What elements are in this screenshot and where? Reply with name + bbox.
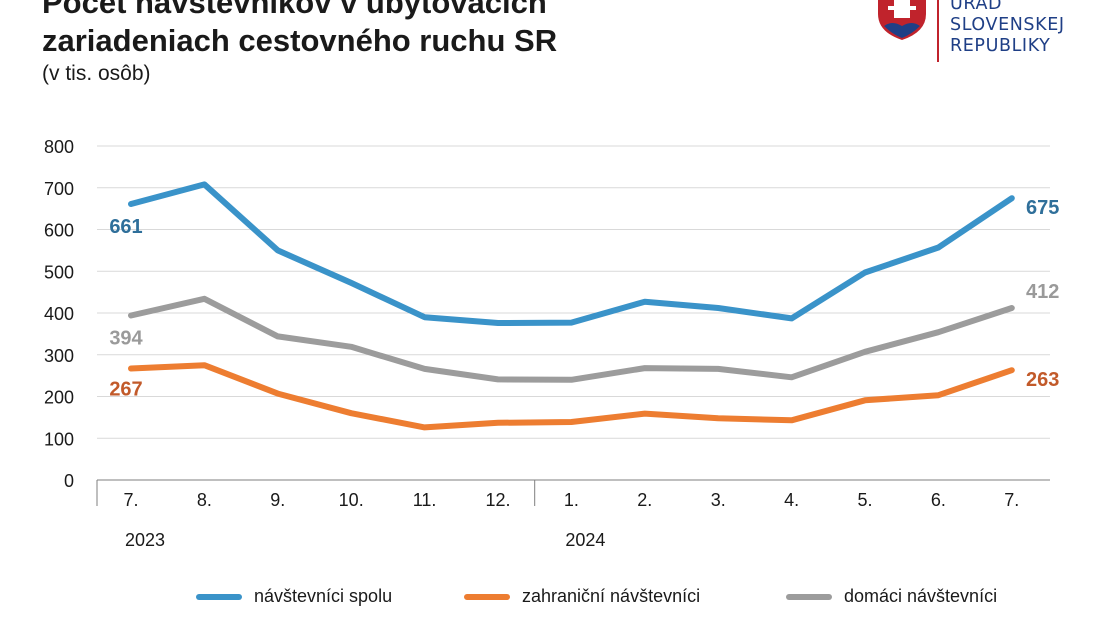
- x-tick-label-3: 10.: [339, 490, 364, 510]
- series-line-2: [128, 295, 1015, 383]
- legend-label-total: návštevníci spolu: [254, 586, 393, 606]
- x-tick-label-0: 7.: [123, 490, 138, 510]
- x-tick-label-6: 1.: [564, 490, 579, 510]
- chart-title-line-2: zariadeniach cestovného ruchu SR: [42, 23, 558, 58]
- x-tick-label-2: 9.: [270, 490, 285, 510]
- logo-text-line-1: ÚRAD: [950, 0, 1003, 14]
- coat-of-arms-icon: [878, 0, 926, 40]
- legend-item-foreign: zahraniční návštevníci: [464, 586, 700, 607]
- y-tick-label-700: 700: [44, 179, 74, 199]
- logo-text-line-3: REPUBLIKY: [950, 36, 1051, 56]
- y-tick-label-300: 300: [44, 346, 74, 366]
- y-tick-label-600: 600: [44, 221, 74, 241]
- y-tick-label-400: 400: [44, 304, 74, 324]
- x-tick-label-7: 2.: [637, 490, 652, 510]
- legend-item-domestic: domáci návštevníci: [786, 586, 997, 607]
- y-tick-label-200: 200: [44, 388, 74, 408]
- chart-title-line-1: Počet návštevníkov v ubytovacích: [42, 0, 547, 20]
- y-tick-label-100: 100: [44, 429, 74, 449]
- data-label-last-1: 263: [1026, 369, 1059, 391]
- x-tick-label-12: 7.: [1004, 490, 1019, 510]
- legend-swatch-foreign: [464, 593, 510, 600]
- x-tick-label-4: 11.: [413, 490, 437, 510]
- chart-legend: návštevníci spolu zahraniční návštevníci…: [0, 586, 1110, 614]
- x-tick-label-11: 6.: [931, 490, 946, 510]
- legend-item-total: návštevníci spolu: [196, 586, 392, 607]
- x-tick-label-9: 4.: [784, 490, 799, 510]
- data-label-last-0: 675: [1026, 197, 1059, 219]
- legend-swatch-total: [196, 593, 242, 600]
- x-tick-label-10: 5.: [857, 490, 872, 510]
- legend-label-domestic: domáci návštevníci: [844, 586, 998, 606]
- logo-text-line-2: SLOVENSKEJ: [950, 15, 1065, 35]
- y-tick-label-800: 800: [44, 137, 74, 157]
- x-tick-label-8: 3.: [711, 490, 726, 510]
- y-tick-label-500: 500: [44, 262, 74, 282]
- data-label-first-2: 394: [109, 328, 143, 350]
- chart-subtitle: (v tis. osôb): [42, 62, 151, 85]
- data-label-last-2: 412: [1026, 281, 1059, 303]
- y-tick-label-0: 0: [64, 471, 74, 491]
- statistical-office-logo: [872, 0, 1110, 66]
- year-label-2023: 2023: [125, 530, 165, 550]
- logo-text: ÚRAD SLOVENSKEJ REPUBLIKY: [950, 0, 1065, 57]
- chart-title: Počet návštevníkov v ubytovacích zariade…: [42, 0, 842, 60]
- logo-divider: [937, 0, 939, 62]
- x-tick-label-1: 8.: [197, 490, 212, 510]
- series-line-0: [128, 181, 1015, 326]
- legend-label-foreign: zahraniční návštevníci: [522, 586, 701, 606]
- data-label-first-0: 661: [109, 216, 142, 238]
- year-label-2024: 2024: [565, 530, 605, 550]
- data-label-first-1: 267: [109, 379, 142, 401]
- legend-swatch-domestic: [786, 593, 832, 600]
- x-tick-label-5: 12.: [485, 490, 510, 510]
